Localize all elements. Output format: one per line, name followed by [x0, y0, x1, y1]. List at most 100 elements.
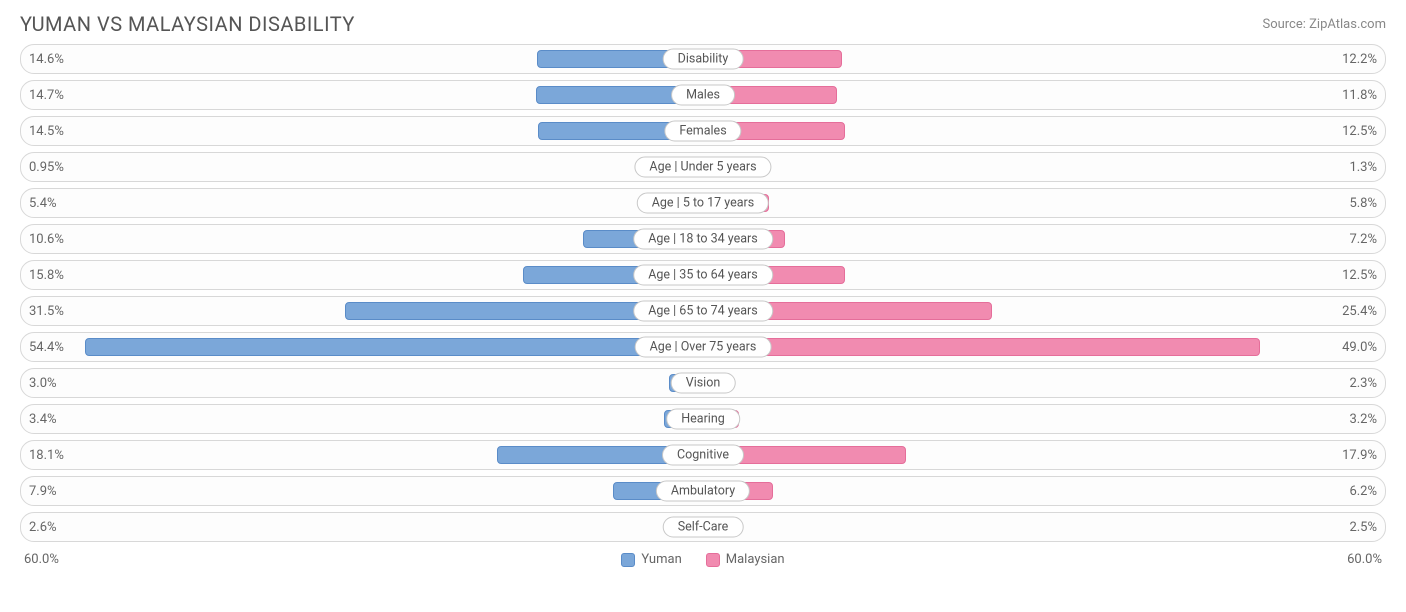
row-right-half: 12.5% [703, 117, 1385, 145]
left-bar [85, 338, 703, 356]
left-value-label: 0.95% [21, 160, 72, 175]
right-value-label: 49.0% [1334, 340, 1385, 355]
category-label: Males [671, 85, 735, 106]
right-value-label: 5.8% [1341, 196, 1385, 211]
row-left-half: 31.5% [21, 297, 703, 325]
category-label: Ambulatory [656, 481, 750, 502]
right-value-label: 17.9% [1334, 448, 1385, 463]
right-value-label: 11.8% [1334, 88, 1385, 103]
chart-header: YUMAN VS MALAYSIAN DISABILITY Source: Zi… [0, 0, 1406, 44]
row-right-half: 2.3% [703, 369, 1385, 397]
legend-swatch-left [621, 553, 635, 567]
left-value-label: 10.6% [21, 232, 72, 247]
chart-row: 3.4% 3.2% Hearing [20, 404, 1386, 434]
category-label: Self-Care [663, 517, 744, 538]
category-label: Females [664, 121, 741, 142]
right-value-label: 2.3% [1341, 376, 1385, 391]
right-value-label: 12.5% [1334, 124, 1385, 139]
left-value-label: 14.6% [21, 52, 72, 67]
chart-row: 0.95% 1.3% Age | Under 5 years [20, 152, 1386, 182]
category-label: Cognitive [662, 445, 744, 466]
chart-title: YUMAN VS MALAYSIAN DISABILITY [20, 12, 355, 36]
right-value-label: 7.2% [1341, 232, 1385, 247]
legend-item-left: Yuman [621, 552, 681, 567]
category-label: Hearing [666, 409, 740, 430]
category-label: Age | Over 75 years [635, 337, 772, 358]
chart-row: 10.6% 7.2% Age | 18 to 34 years [20, 224, 1386, 254]
row-left-half: 54.4% [21, 333, 703, 361]
row-left-half: 14.5% [21, 117, 703, 145]
chart-row: 31.5% 25.4% Age | 65 to 74 years [20, 296, 1386, 326]
row-right-half: 6.2% [703, 477, 1385, 505]
chart-row: 3.0% 2.3% Vision [20, 368, 1386, 398]
right-value-label: 3.2% [1341, 412, 1385, 427]
row-left-half: 2.6% [21, 513, 703, 541]
chart-area: 14.6% 12.2% Disability 14.7% 11.8% Males 14.5%… [0, 44, 1406, 542]
category-label: Age | 18 to 34 years [633, 229, 773, 250]
row-right-half: 5.8% [703, 189, 1385, 217]
category-label: Age | 5 to 17 years [637, 193, 769, 214]
right-value-label: 12.5% [1334, 268, 1385, 283]
row-right-half: 25.4% [703, 297, 1385, 325]
left-value-label: 14.7% [21, 88, 72, 103]
row-right-half: 12.2% [703, 45, 1385, 73]
legend-label-right: Malaysian [726, 552, 785, 567]
row-left-half: 7.9% [21, 477, 703, 505]
legend-swatch-right [706, 553, 720, 567]
right-value-label: 2.5% [1341, 520, 1385, 535]
chart-footer: 60.0% Yuman Malaysian 60.0% [0, 548, 1406, 567]
left-value-label: 18.1% [21, 448, 72, 463]
axis-max-left: 60.0% [24, 552, 59, 567]
category-label: Age | Under 5 years [634, 157, 771, 178]
row-left-half: 0.95% [21, 153, 703, 181]
chart-row: 18.1% 17.9% Cognitive [20, 440, 1386, 470]
left-value-label: 5.4% [21, 196, 65, 211]
right-value-label: 1.3% [1341, 160, 1385, 175]
row-right-half: 12.5% [703, 261, 1385, 289]
right-value-label: 6.2% [1341, 484, 1385, 499]
row-left-half: 14.6% [21, 45, 703, 73]
row-right-half: 49.0% [703, 333, 1385, 361]
chart-row: 2.6% 2.5% Self-Care [20, 512, 1386, 542]
legend-label-left: Yuman [641, 552, 681, 567]
right-bar [703, 338, 1260, 356]
category-label: Disability [663, 49, 744, 70]
left-value-label: 31.5% [21, 304, 72, 319]
row-right-half: 7.2% [703, 225, 1385, 253]
category-label: Vision [671, 373, 736, 394]
axis-max-right: 60.0% [1347, 552, 1382, 567]
chart-row: 14.6% 12.2% Disability [20, 44, 1386, 74]
left-value-label: 54.4% [21, 340, 72, 355]
chart-row: 7.9% 6.2% Ambulatory [20, 476, 1386, 506]
row-left-half: 10.6% [21, 225, 703, 253]
chart-row: 54.4% 49.0% Age | Over 75 years [20, 332, 1386, 362]
legend: Yuman Malaysian [621, 552, 784, 567]
chart-row: 14.7% 11.8% Males [20, 80, 1386, 110]
row-left-half: 14.7% [21, 81, 703, 109]
chart-source: Source: ZipAtlas.com [1262, 17, 1386, 32]
right-value-label: 25.4% [1334, 304, 1385, 319]
row-right-half: 17.9% [703, 441, 1385, 469]
left-value-label: 15.8% [21, 268, 72, 283]
row-right-half: 2.5% [703, 513, 1385, 541]
row-left-half: 5.4% [21, 189, 703, 217]
row-right-half: 1.3% [703, 153, 1385, 181]
row-left-half: 3.4% [21, 405, 703, 433]
category-label: Age | 35 to 64 years [633, 265, 773, 286]
right-value-label: 12.2% [1334, 52, 1385, 67]
row-left-half: 18.1% [21, 441, 703, 469]
chart-row: 14.5% 12.5% Females [20, 116, 1386, 146]
left-value-label: 2.6% [21, 520, 65, 535]
left-value-label: 7.9% [21, 484, 65, 499]
row-left-half: 15.8% [21, 261, 703, 289]
chart-row: 5.4% 5.8% Age | 5 to 17 years [20, 188, 1386, 218]
category-label: Age | 65 to 74 years [633, 301, 773, 322]
left-value-label: 14.5% [21, 124, 72, 139]
row-right-half: 3.2% [703, 405, 1385, 433]
row-right-half: 11.8% [703, 81, 1385, 109]
row-left-half: 3.0% [21, 369, 703, 397]
legend-item-right: Malaysian [706, 552, 785, 567]
left-value-label: 3.0% [21, 376, 65, 391]
left-value-label: 3.4% [21, 412, 65, 427]
chart-row: 15.8% 12.5% Age | 35 to 64 years [20, 260, 1386, 290]
